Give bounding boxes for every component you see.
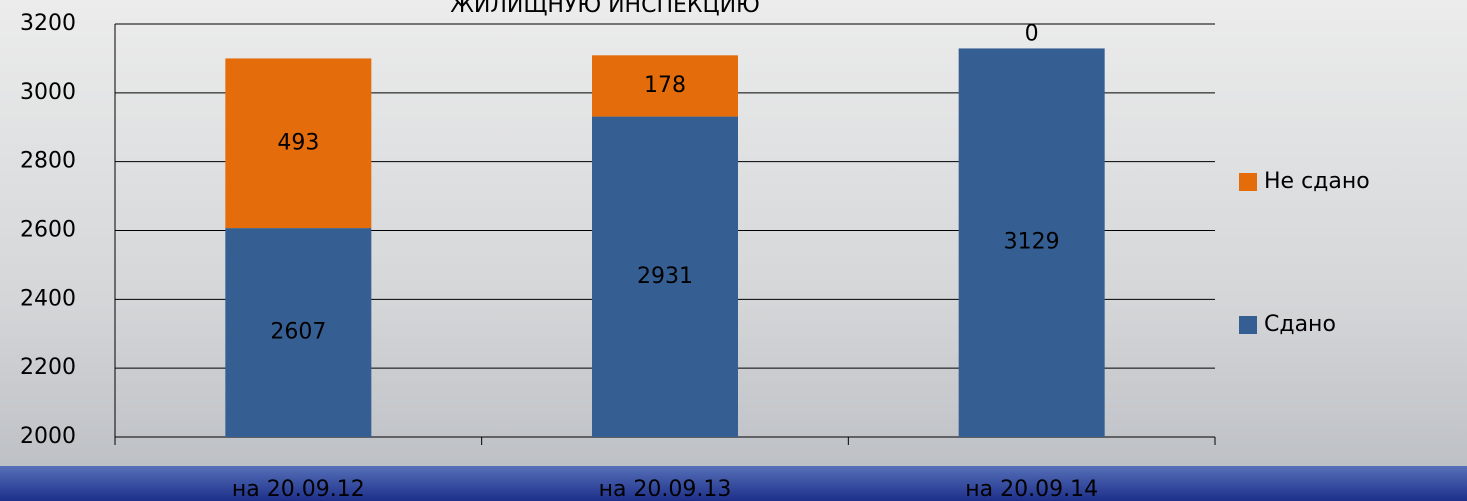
x-tick-label: на 20.09.14 [965, 477, 1098, 501]
x-tick-label: на 20.09.12 [232, 477, 365, 501]
y-tick-label: 2600 [20, 218, 76, 243]
data-label: 2931 [637, 264, 693, 289]
data-label: 0 [1025, 21, 1039, 46]
legend-label: Сдано [1264, 312, 1336, 337]
data-label: 3129 [1004, 230, 1060, 255]
y-tick-label: 3200 [20, 11, 76, 36]
y-tick-label: 2800 [20, 149, 76, 174]
data-label: 2607 [270, 320, 326, 345]
chart: ЖИЛИЩНУЮ ИНСПЕКЦИЮ 2000 2200 2400 2600 2800 3… [0, 0, 1467, 501]
x-tick-label: на 20.09.13 [599, 477, 732, 501]
y-tick-label: 2400 [20, 286, 76, 311]
footer-band [0, 466, 1467, 501]
page: ЖИЛИЩНУЮ ИНСПЕКЦИЮ 2000 2200 2400 2600 2800 3… [0, 0, 1467, 501]
data-label: 493 [277, 130, 319, 155]
y-tick-label: 3000 [20, 80, 76, 105]
y-tick-label: 2000 [20, 424, 76, 449]
legend-label: Не сдано [1264, 169, 1370, 194]
y-tick-label: 2200 [20, 355, 76, 380]
data-label: 178 [644, 73, 686, 98]
legend-swatch [1239, 173, 1257, 191]
chart-title: ЖИЛИЩНУЮ ИНСПЕКЦИЮ [450, 0, 760, 18]
legend-swatch [1239, 316, 1257, 334]
